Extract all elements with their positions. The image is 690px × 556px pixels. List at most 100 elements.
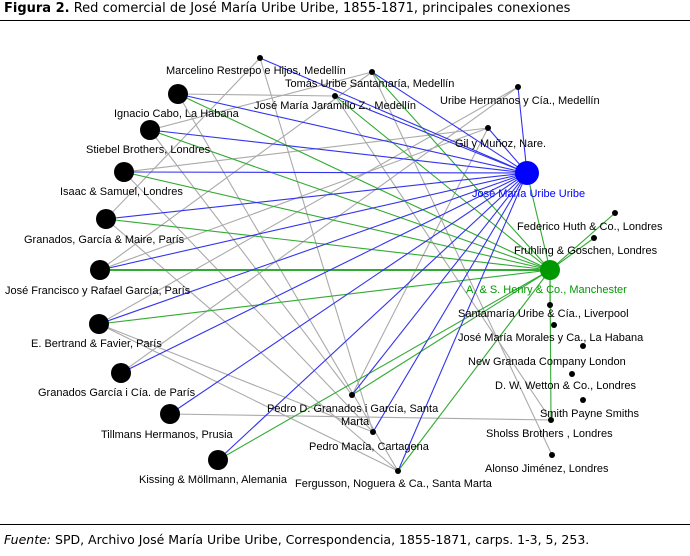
edge-uribe-tillmans — [169, 172, 528, 415]
edge-tillmans-sholss — [169, 413, 552, 421]
node-label-garcia: José Francisco y Rafael García, París — [5, 285, 191, 297]
edge-granadosgarcia-uribehnos — [120, 86, 519, 374]
node-newgranada — [580, 343, 586, 349]
source-note: Fuente: SPD, Archivo José María Uribe Ur… — [4, 532, 589, 547]
node-tillmans — [160, 404, 180, 424]
node-label-gil: Gil y Muñoz, Nare. — [455, 138, 546, 150]
node-label-pedrod: Pedro D. Granados i García, Santa Marta — [267, 403, 439, 428]
node-morales — [551, 322, 557, 328]
node-label-fruhling: Fruhling & Goschen, Londres — [514, 245, 658, 257]
node-label-smith: Smith Payne Smiths — [540, 408, 640, 420]
edge-restrepo-macia — [259, 57, 374, 433]
node-restrepo — [257, 55, 263, 61]
node-garcia — [90, 260, 110, 280]
edge-henry-tomas — [371, 71, 551, 271]
node-label-alonso: Alonso Jiménez, Londres — [485, 463, 609, 475]
edge-uribe-granados — [105, 172, 528, 220]
edge-uribe-bertrand — [98, 172, 528, 325]
figure-caption: Figura 2. Red comercial de José María Ur… — [4, 1, 570, 17]
edge-uribe-kissing — [217, 172, 528, 461]
node-label-cabo: Ignacio Cabo, La Habana — [114, 108, 240, 120]
edge-garcia-tomas — [99, 71, 373, 271]
node-label-tillmans: Tillmans Hermanos, Prusia — [101, 429, 234, 441]
node-label-henry: A. & S. Henry & Co., Manchester — [466, 284, 627, 296]
top-rule — [0, 20, 690, 21]
node-label-uribe: José María Uribe Uribe — [472, 188, 585, 200]
node-granadosgarcia — [111, 363, 131, 383]
node-label-huth: Federico Huth & Co., Londres — [517, 221, 663, 233]
edge-bertrand-uribehnos — [98, 86, 519, 325]
node-granados — [96, 209, 116, 229]
source-label: Fuente: — [4, 532, 52, 547]
edge-uribe-jaramillo — [334, 95, 528, 174]
edge-cabo-fergusson — [177, 93, 399, 472]
edge-henry-huth — [549, 212, 616, 271]
edge-cabo-jaramillo — [177, 93, 336, 97]
edge-henry-bertrand — [98, 269, 551, 325]
node-label-macia: Pedro Macía, Cartagena — [309, 441, 430, 453]
edge-uribe-garcia — [99, 172, 528, 271]
node-label-morales: José María Morales y Ca., La Habana — [458, 332, 644, 344]
node-label-sholss: Sholss Brothers , Londres — [486, 428, 613, 440]
edge-bertrand-fergusson — [98, 323, 399, 472]
edge-uribe-isaac — [123, 171, 528, 174]
node-bertrand — [89, 314, 109, 334]
node-fruhling — [591, 235, 597, 241]
node-label-restrepo: Marcelino Restrepo e Hijos, Medellín — [166, 65, 346, 77]
node-label-granadosgarcia: Granados García i Cía. de París — [38, 387, 196, 399]
edge-granados-fergusson — [105, 218, 399, 472]
node-smith — [580, 397, 586, 403]
node-label-newgranada: New Granada Company London — [468, 356, 626, 368]
node-label-isaac: Isaac & Samuel, Londres — [60, 186, 183, 198]
edge-isaac-gil — [123, 127, 489, 173]
node-label-bertrand: E. Bertrand & Favier, París — [31, 338, 162, 350]
edge-isaac-macia — [123, 171, 374, 433]
node-cabo — [168, 84, 188, 104]
node-santamaria — [547, 302, 553, 308]
node-kissing — [208, 450, 228, 470]
edges-layer — [98, 57, 616, 472]
node-stiebel — [140, 120, 160, 140]
edge-uribe-granadosgarcia — [120, 172, 528, 374]
node-label-fergusson: Fergusson, Noguera & Ca., Santa Marta — [295, 478, 493, 490]
edge-granados-restrepo — [105, 57, 261, 220]
node-label-santamaria: Santamaría Uribe & Cía., Liverpool — [458, 308, 629, 320]
node-henry — [540, 260, 560, 280]
edge-uribe-cabo — [177, 93, 528, 174]
node-pedrod — [349, 392, 355, 398]
edge-henry-isaac — [123, 171, 551, 271]
node-label-jaramillo: José María Jaramillo Z., Medellín — [254, 100, 416, 112]
edge-henry-pedrod — [351, 269, 551, 396]
edge-henry-jaramillo — [334, 95, 551, 271]
edge-henry-kissing — [217, 269, 551, 461]
node-sholss — [548, 417, 554, 423]
node-label-stiebel: Stiebel Brothers, Londres — [86, 144, 211, 156]
node-label-kissing: Kissing & Möllmann, Alemania — [139, 474, 288, 486]
node-huth — [612, 210, 618, 216]
edge-tomas-alonso — [371, 71, 553, 456]
node-fergusson — [395, 468, 401, 474]
nodes-layer — [89, 55, 618, 474]
figure-label: Figura 2. — [4, 1, 70, 16]
edge-uribe-macia — [372, 172, 528, 433]
node-uribehnos — [515, 84, 521, 90]
node-wetton — [569, 371, 575, 377]
node-isaac — [114, 162, 134, 182]
edge-stiebel-pedrod — [149, 129, 353, 396]
node-label-wetton: D. W. Wetton & Co., Londres — [495, 380, 637, 392]
edge-uribe-restrepo — [259, 57, 528, 174]
edge-uribe-henry — [526, 172, 551, 271]
edge-henry-fergusson — [397, 269, 551, 472]
edge-henry-sholss — [549, 269, 552, 421]
figure-title: Red comercial de José María Uribe Uribe,… — [73, 1, 571, 16]
node-alonso — [549, 452, 555, 458]
node-label-uribehnos: Uribe Hermanos y Cía., Medellín — [440, 95, 600, 107]
edge-uribe-tomas — [371, 71, 528, 174]
node-tomas — [369, 69, 375, 75]
node-jaramillo — [332, 93, 338, 99]
edge-uribe-fergusson — [397, 172, 528, 472]
node-macia — [370, 429, 376, 435]
node-gil — [485, 125, 491, 131]
edge-uribe-stiebel — [149, 129, 528, 174]
node-label-tomas: Tomás Uribe Santamaría, Medellín — [285, 78, 454, 90]
